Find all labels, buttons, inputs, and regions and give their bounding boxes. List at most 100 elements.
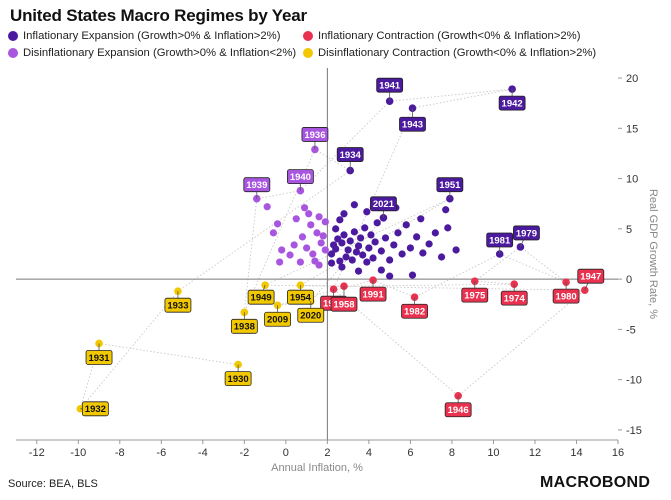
data-point-inflationary-expansion [452, 246, 460, 254]
legend-item-disinflationary-contraction[interactable]: Disinflationary Contraction (Growth<0% &… [303, 47, 596, 59]
data-point-disinflationary-expansion [313, 229, 321, 237]
data-point-inflationary-expansion [336, 216, 344, 224]
year-label-box [513, 225, 540, 241]
legend-item-disinflationary-expansion[interactable]: Disinflationary Expansion (Growth>0% & I… [8, 47, 296, 59]
legend-item-inflationary-expansion[interactable]: Inflationary Expansion (Growth>0% & Infl… [8, 30, 280, 42]
data-point-inflationary-expansion [338, 263, 346, 271]
data-point-disinflationary-expansion [307, 221, 315, 229]
y-tick-label: -5 [626, 324, 636, 336]
year-label-1934: 1934 [340, 150, 362, 161]
year-label-1991: 1991 [362, 290, 384, 301]
x-tick-label: 6 [407, 447, 413, 459]
data-point-disinflationary-expansion [300, 204, 309, 212]
data-point-inflationary-expansion [408, 271, 417, 279]
data-point-disinflationary-expansion [303, 244, 311, 252]
year-label-1974: 1974 [504, 294, 526, 305]
x-tick-label: 2 [324, 447, 330, 459]
x-tick-label: -2 [239, 447, 249, 459]
year-label-box [81, 401, 109, 417]
x-tick-label: 16 [612, 447, 624, 459]
chart-title: United States Macro Regimes by Year [10, 6, 307, 25]
year-label-box [164, 297, 192, 313]
year-label-box [336, 147, 364, 162]
data-point-inflationary-expansion [361, 224, 369, 232]
data-point-disinflationary-expansion [276, 258, 284, 266]
legend-label: Inflationary Expansion (Growth>0% & Infl… [23, 30, 281, 42]
year-label-1940: 1940 [290, 172, 311, 183]
year-label-box [486, 232, 514, 248]
data-point-disinflationary-expansion [269, 229, 278, 237]
legend-label: Inflationary Contraction (Growth<0% & In… [318, 30, 581, 42]
x-tick-label: 14 [570, 447, 582, 459]
data-point-inflationary-expansion [332, 225, 340, 233]
legend-marker [303, 31, 313, 41]
legend-label: Disinflationary Contraction (Growth<0% &… [318, 47, 597, 59]
year-label-box [247, 289, 275, 305]
x-tick-label: 0 [283, 447, 289, 459]
y-tick-label: 15 [626, 123, 638, 135]
year-label-box [498, 95, 526, 111]
data-point-inflationary-expansion [377, 247, 385, 255]
year-label-2021: 2021 [373, 199, 395, 210]
brand-logo: MACROBOND [540, 474, 651, 491]
year-label-box [286, 289, 314, 305]
year-label-1936: 1936 [304, 130, 325, 141]
axes: -12 -10 -8 -6 -4 -2 0 2 4 6 8 10 12 14 16-15 -10 -5 0 5 10 1… [16, 68, 659, 474]
data-point-disinflationary-expansion [321, 246, 329, 254]
y-tick-label: 0 [626, 274, 632, 286]
data-points [76, 85, 589, 413]
data-point-inflationary-expansion [354, 242, 363, 250]
data-point-inflationary-expansion [398, 250, 406, 258]
year-label-box [401, 303, 428, 319]
data-point-inflationary-expansion [442, 206, 450, 214]
data-point-disinflationary-expansion [298, 233, 307, 241]
year-label-1981: 1981 [489, 235, 511, 246]
data-point-disinflationary-expansion [296, 258, 304, 266]
year-label-box [85, 350, 113, 365]
year-label-1930: 1930 [228, 374, 249, 385]
data-point-disinflationary-expansion [263, 203, 271, 211]
year-label-box [286, 169, 314, 185]
year-label-1980: 1980 [556, 292, 577, 303]
data-point-inflationary-expansion [369, 254, 377, 262]
data-point-disinflationary-expansion [278, 246, 286, 254]
y-tick-label: -15 [626, 425, 642, 437]
data-point-inflationary-expansion [377, 266, 385, 274]
year-label-1958: 1958 [333, 300, 354, 311]
data-point-disinflationary-expansion [319, 232, 327, 240]
data-point-inflationary-expansion [348, 256, 356, 264]
data-point-disinflationary-expansion [286, 251, 294, 259]
year-label-1931: 1931 [88, 353, 110, 364]
data-point-inflationary-expansion [327, 250, 336, 258]
year-label-box [500, 290, 528, 306]
data-point-inflationary-expansion [327, 259, 336, 267]
year-label-1954: 1954 [290, 293, 312, 304]
year-label-box [376, 77, 404, 93]
data-point-inflationary-expansion [431, 229, 439, 237]
data-point-inflationary-expansion [350, 228, 358, 236]
data-point-inflationary-expansion [350, 201, 358, 209]
data-point-disinflationary-expansion [315, 261, 323, 269]
data-point-inflationary-expansion [402, 221, 410, 229]
year-label-1949: 1949 [251, 293, 272, 304]
year-label-1943: 1943 [402, 120, 423, 131]
legend-marker [8, 31, 18, 41]
data-point-inflationary-expansion [386, 256, 394, 264]
year-label-box [444, 402, 472, 418]
data-point-inflationary-expansion [394, 229, 402, 237]
year-label-box [301, 127, 329, 142]
year-label-box [243, 177, 271, 193]
x-tick-label: -12 [29, 447, 45, 459]
year-label-1951: 1951 [439, 180, 461, 191]
year-path [79, 88, 587, 410]
legend-item-inflationary-contraction[interactable]: Inflationary Contraction (Growth<0% & In… [303, 30, 580, 42]
year-label-box [264, 311, 291, 327]
data-point-inflationary-expansion [444, 224, 452, 232]
x-tick-label: 10 [487, 447, 499, 459]
y-tick-label: 10 [626, 174, 638, 186]
data-point-inflationary-expansion [425, 240, 433, 248]
data-point-disinflationary-expansion [317, 239, 325, 247]
data-point-inflationary-expansion [346, 237, 354, 245]
year-label-1941: 1941 [379, 81, 401, 92]
data-point-inflationary-expansion [340, 231, 348, 239]
